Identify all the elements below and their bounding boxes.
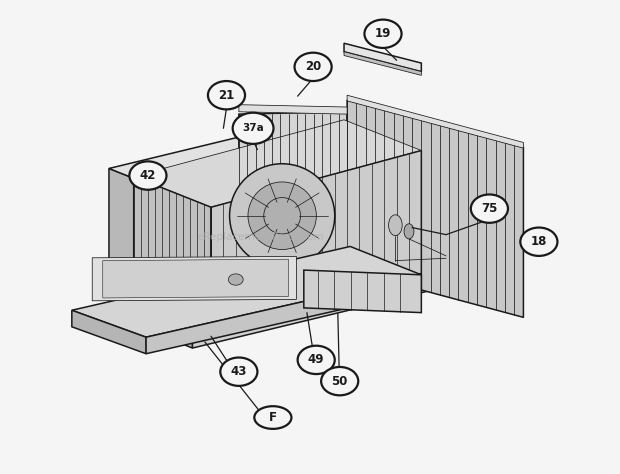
Circle shape bbox=[520, 228, 557, 256]
Polygon shape bbox=[72, 246, 422, 337]
Polygon shape bbox=[239, 105, 347, 114]
Circle shape bbox=[130, 161, 167, 190]
Text: 18: 18 bbox=[531, 235, 547, 248]
Circle shape bbox=[220, 357, 257, 386]
Circle shape bbox=[228, 274, 243, 285]
Text: eReplacementParts.com: eReplacementParts.com bbox=[197, 232, 324, 242]
Polygon shape bbox=[72, 310, 146, 354]
Text: 50: 50 bbox=[332, 374, 348, 388]
Circle shape bbox=[321, 367, 358, 395]
Text: 43: 43 bbox=[231, 365, 247, 378]
Circle shape bbox=[365, 19, 402, 48]
Text: 37a: 37a bbox=[242, 123, 264, 133]
Ellipse shape bbox=[404, 224, 414, 239]
Text: 75: 75 bbox=[481, 202, 498, 215]
Text: 49: 49 bbox=[308, 354, 324, 366]
Circle shape bbox=[298, 346, 335, 374]
Polygon shape bbox=[192, 143, 437, 348]
Polygon shape bbox=[134, 120, 422, 207]
Text: 20: 20 bbox=[305, 60, 321, 73]
Circle shape bbox=[232, 113, 273, 144]
Circle shape bbox=[471, 194, 508, 223]
Ellipse shape bbox=[389, 215, 402, 236]
Polygon shape bbox=[134, 176, 211, 330]
Polygon shape bbox=[109, 168, 192, 348]
Text: 42: 42 bbox=[140, 169, 156, 182]
Polygon shape bbox=[239, 112, 347, 284]
Polygon shape bbox=[92, 256, 296, 301]
Polygon shape bbox=[347, 95, 523, 148]
Text: 19: 19 bbox=[375, 27, 391, 40]
Circle shape bbox=[294, 53, 332, 81]
Polygon shape bbox=[211, 151, 422, 330]
Text: 21: 21 bbox=[218, 89, 234, 102]
Text: F: F bbox=[269, 411, 277, 424]
Polygon shape bbox=[347, 100, 523, 318]
Polygon shape bbox=[344, 43, 422, 72]
Polygon shape bbox=[304, 270, 422, 313]
Polygon shape bbox=[103, 259, 288, 298]
Ellipse shape bbox=[248, 182, 316, 249]
Ellipse shape bbox=[254, 406, 291, 429]
Polygon shape bbox=[146, 275, 422, 354]
Ellipse shape bbox=[229, 164, 335, 268]
Circle shape bbox=[208, 81, 245, 109]
Polygon shape bbox=[109, 109, 437, 201]
Polygon shape bbox=[344, 52, 422, 75]
Ellipse shape bbox=[264, 198, 301, 234]
